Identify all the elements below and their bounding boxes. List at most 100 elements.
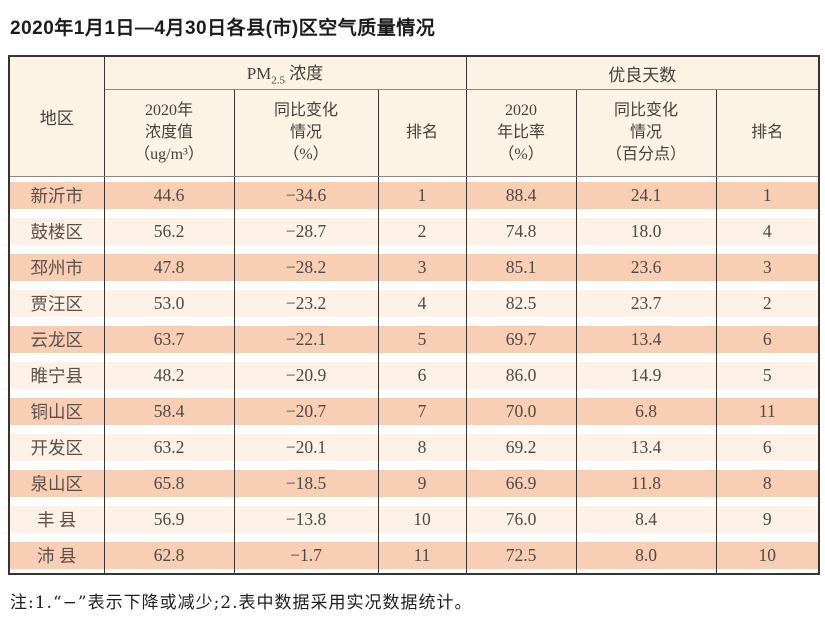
yoy-pp-cell: 13.4 — [575, 321, 717, 357]
header-group-row: 地区 PM2.5 浓度 优良天数 — [8, 56, 820, 177]
table-row: 新沂市 44.6 −34.6 1 88.4 24.1 1 — [8, 176, 820, 213]
yoy-pp-cell: 23.7 — [575, 285, 717, 321]
yoy-pp-cell: 14.9 — [575, 357, 717, 393]
table-row: 贾汪区 53.0 −23.2 4 82.5 23.7 2 — [8, 285, 820, 321]
rank-days-cell: 5 — [715, 357, 820, 393]
air-quality-table: 地区 PM2.5 浓度 优良天数 2020年 浓度值 （ug/m³） 同比变化 … — [8, 55, 821, 575]
rank-days-cell: 6 — [715, 429, 820, 465]
yoy-pp-cell: 24.1 — [575, 176, 717, 213]
concentration-cell: 62.8 — [103, 537, 235, 574]
ratio-cell: 70.0 — [465, 393, 577, 429]
concentration-cell: 53.0 — [103, 285, 235, 321]
footnote: 注:1.“−”表示下降或减少;2.表中数据采用实况数据统计。 — [10, 593, 473, 613]
ratio-cell: 69.2 — [465, 429, 577, 465]
region-cell: 丰 县 — [8, 501, 105, 537]
concentration-cell: 63.2 — [103, 429, 235, 465]
concentration-cell: 65.8 — [103, 465, 235, 501]
header-line: 同比变化 — [273, 101, 338, 119]
yoy-percent-cell: −28.2 — [233, 249, 379, 285]
header-line: （ug/m³） — [134, 146, 204, 164]
header-line: 2020年 — [144, 101, 193, 119]
rank-days-cell: 1 — [715, 176, 820, 213]
pm25-label-suffix: 浓度 — [285, 64, 324, 84]
table-row: 丰 县 56.9 −13.8 10 76.0 8.4 9 — [8, 501, 820, 537]
region-cell: 新沂市 — [8, 176, 105, 213]
rank-pm-cell: 3 — [377, 249, 467, 285]
yoy-pp-cell: 6.8 — [575, 393, 717, 429]
rank-days-cell: 11 — [715, 393, 820, 429]
table-row: 铜山区 58.4 −20.7 7 70.0 6.8 11 — [8, 393, 820, 429]
header-line: 情况 — [630, 123, 663, 141]
region-cell: 鼓楼区 — [8, 213, 105, 249]
header-line: 浓度值 — [144, 123, 193, 141]
ratio-cell: 82.5 — [465, 285, 577, 321]
rank-pm-cell: 7 — [377, 393, 467, 429]
concentration-cell: 47.8 — [103, 249, 235, 285]
rank-pm-cell: 8 — [377, 429, 467, 465]
header-rank-pm25: 排名 — [377, 89, 467, 177]
concentration-cell: 58.4 — [103, 393, 235, 429]
header-sub-row: 2020年 浓度值 （ug/m³） 同比变化 情况 （%） 排名 2020 年比… — [9, 89, 820, 177]
table-row: 云龙区 63.7 −22.1 5 69.7 13.4 6 — [8, 321, 820, 357]
ratio-cell: 88.4 — [465, 176, 577, 213]
rank-pm-cell: 6 — [377, 357, 467, 393]
region-cell: 沛 县 — [8, 537, 105, 574]
yoy-pp-cell: 8.0 — [575, 537, 717, 574]
region-cell: 铜山区 — [8, 393, 105, 429]
rank-pm-cell: 2 — [377, 213, 467, 249]
yoy-percent-cell: −22.1 — [233, 321, 379, 357]
concentration-cell: 56.9 — [103, 501, 235, 537]
yoy-percent-cell: −18.5 — [233, 465, 379, 501]
table-row: 睢宁县 48.2 −20.9 6 86.0 14.9 5 — [8, 357, 820, 393]
rank-pm-cell: 5 — [377, 321, 467, 357]
header-concentration-2020: 2020年 浓度值 （ug/m³） — [103, 89, 235, 177]
ratio-cell: 66.9 — [465, 465, 577, 501]
ratio-cell: 86.0 — [465, 357, 577, 393]
rank-days-cell: 2 — [715, 285, 820, 321]
yoy-percent-cell: −34.6 — [233, 176, 379, 213]
rank-days-cell: 9 — [715, 501, 820, 537]
header-pm25-group: PM2.5 浓度 — [103, 56, 467, 90]
ratio-cell: 76.0 — [465, 501, 577, 537]
table-row: 鼓楼区 56.2 −28.7 2 74.8 18.0 4 — [8, 213, 820, 249]
rank-days-cell: 3 — [715, 249, 820, 285]
region-cell: 开发区 — [8, 429, 105, 465]
rank-pm-cell: 4 — [377, 285, 467, 321]
header-good-days-group: 优良天数 — [465, 56, 820, 90]
page-title: 2020年1月1日—4月30日各县(市)区空气质量情况 — [10, 18, 436, 39]
header-rank-good-days: 排名 — [715, 89, 820, 177]
rank-days-cell: 4 — [715, 213, 820, 249]
rank-days-cell: 10 — [715, 537, 820, 574]
header-line: 2020 — [505, 101, 538, 119]
header-line: （%） — [498, 146, 544, 164]
yoy-percent-cell: −23.2 — [233, 285, 379, 321]
page: 2020年1月1日—4月30日各县(市)区空气质量情况 地区 PM2.5 浓度 … — [0, 13, 825, 620]
header-line: 同比变化 — [614, 101, 679, 119]
yoy-pp-cell: 18.0 — [575, 213, 717, 249]
header-yoy-change-percent: 同比变化 情况 （%） — [233, 89, 379, 177]
header-line: （%） — [283, 146, 329, 164]
yoy-percent-cell: −1.7 — [233, 537, 379, 574]
pm25-label-subscript: 2.5 — [271, 74, 286, 87]
header-line: 情况 — [289, 123, 322, 141]
header-region: 地区 — [8, 56, 105, 177]
rank-pm-cell: 1 — [377, 176, 467, 213]
header-ratio-2020: 2020 年比率 （%） — [465, 89, 577, 177]
header-line: 年比率 — [497, 123, 546, 141]
region-cell: 邳州市 — [8, 249, 105, 285]
table-row: 泉山区 65.8 −18.5 9 66.9 11.8 8 — [8, 465, 820, 501]
rank-days-cell: 6 — [715, 321, 820, 357]
rank-pm-cell: 11 — [377, 537, 467, 574]
rank-pm-cell: 9 — [377, 465, 467, 501]
yoy-percent-cell: −20.1 — [233, 429, 379, 465]
table-row: 邳州市 47.8 −28.2 3 85.1 23.6 3 — [8, 249, 820, 285]
yoy-percent-cell: −20.7 — [233, 393, 379, 429]
region-cell: 泉山区 — [8, 465, 105, 501]
yoy-pp-cell: 23.6 — [575, 249, 717, 285]
ratio-cell: 69.7 — [465, 321, 577, 357]
ratio-cell: 85.1 — [465, 249, 577, 285]
concentration-cell: 56.2 — [103, 213, 235, 249]
yoy-percent-cell: −28.7 — [233, 213, 379, 249]
header-line: （百分点） — [606, 146, 687, 164]
rank-days-cell: 8 — [715, 465, 820, 501]
